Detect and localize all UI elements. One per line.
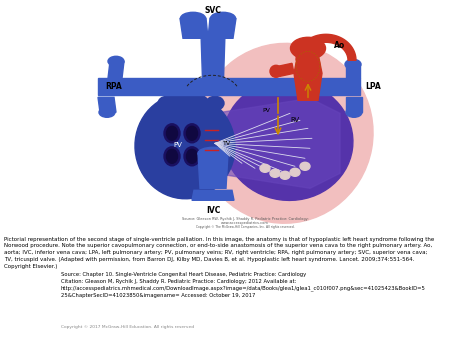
- Ellipse shape: [346, 107, 362, 117]
- Ellipse shape: [198, 147, 228, 159]
- Text: LPA: LPA: [365, 82, 381, 91]
- Text: RV: RV: [290, 117, 300, 123]
- Ellipse shape: [260, 164, 270, 172]
- Ellipse shape: [108, 56, 124, 66]
- Polygon shape: [278, 63, 294, 76]
- Text: Copyright © 2017 McGraw-Hill Education. All rights reserved: Copyright © 2017 McGraw-Hill Education. …: [61, 325, 194, 329]
- Polygon shape: [294, 53, 322, 100]
- Ellipse shape: [280, 171, 290, 179]
- Ellipse shape: [211, 12, 235, 24]
- Text: IVC: IVC: [206, 206, 220, 215]
- Text: Ao: Ao: [334, 41, 346, 50]
- Polygon shape: [98, 78, 360, 95]
- Ellipse shape: [345, 59, 361, 69]
- Text: PV: PV: [174, 142, 182, 148]
- Ellipse shape: [180, 12, 206, 24]
- Polygon shape: [192, 190, 234, 200]
- Text: www.accesspediatrics.com: www.accesspediatrics.com: [221, 221, 269, 225]
- Polygon shape: [208, 18, 236, 38]
- Ellipse shape: [186, 126, 198, 140]
- Text: SVC: SVC: [205, 6, 221, 15]
- Polygon shape: [108, 61, 124, 78]
- Ellipse shape: [223, 80, 353, 200]
- Ellipse shape: [190, 95, 208, 109]
- Text: RPA: RPA: [106, 82, 122, 91]
- Text: Graw: Graw: [16, 303, 40, 312]
- Text: Hill: Hill: [20, 313, 36, 322]
- Ellipse shape: [300, 162, 310, 170]
- Text: Mc: Mc: [20, 290, 36, 300]
- Ellipse shape: [174, 94, 192, 108]
- Polygon shape: [201, 33, 225, 95]
- Polygon shape: [98, 97, 116, 112]
- Text: TV: TV: [223, 141, 231, 146]
- Text: Education: Education: [13, 327, 44, 332]
- Ellipse shape: [99, 107, 115, 117]
- Ellipse shape: [270, 169, 280, 177]
- Polygon shape: [198, 153, 228, 188]
- Ellipse shape: [135, 94, 235, 199]
- Ellipse shape: [206, 96, 224, 110]
- Ellipse shape: [296, 51, 320, 81]
- Ellipse shape: [184, 124, 200, 143]
- Ellipse shape: [164, 147, 180, 166]
- Text: PV: PV: [262, 108, 270, 113]
- Polygon shape: [296, 34, 356, 60]
- Text: Source: Gleeson RW, Rychik J, Shaddy R. Pediatric Practice: Cardiology:: Source: Gleeson RW, Rychik J, Shaddy R. …: [182, 217, 308, 221]
- Text: Copyright © The McGraw-Hill Companies, Inc. All rights reserved.: Copyright © The McGraw-Hill Companies, I…: [196, 225, 294, 229]
- Polygon shape: [346, 97, 362, 112]
- Ellipse shape: [291, 37, 325, 59]
- Ellipse shape: [164, 124, 180, 143]
- Ellipse shape: [184, 147, 200, 166]
- Polygon shape: [180, 18, 208, 38]
- Polygon shape: [158, 146, 210, 188]
- Polygon shape: [215, 98, 340, 188]
- Ellipse shape: [197, 43, 373, 223]
- Ellipse shape: [290, 168, 300, 176]
- Text: Source: Chapter 10. Single-Ventricle Congenital Heart Disease, Pediatric Practic: Source: Chapter 10. Single-Ventricle Con…: [61, 272, 426, 297]
- Text: Pictorial representation of the second stage of single-ventricle palliation. In : Pictorial representation of the second s…: [4, 237, 435, 269]
- Ellipse shape: [166, 149, 177, 163]
- Ellipse shape: [186, 149, 198, 163]
- Ellipse shape: [270, 65, 282, 77]
- Ellipse shape: [166, 126, 177, 140]
- Polygon shape: [346, 64, 360, 78]
- Ellipse shape: [158, 96, 176, 110]
